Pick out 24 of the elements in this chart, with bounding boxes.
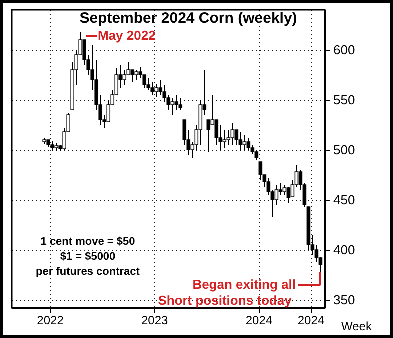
y-tick-label: 350 [334,292,356,308]
candlestick [122,70,127,86]
annotation: Short positions today [158,293,293,308]
y-tick-label: 500 [334,142,356,158]
x-tick-label: 2024 [246,314,273,328]
annotation: $1 = $5000 [60,251,116,263]
x-tick-label: 2022 [37,314,64,328]
candlestick [134,70,139,80]
annotation: May 2022 [98,28,156,43]
x-tick-label: 2023 [142,314,169,328]
annotation: 1 cent move = $50 [40,236,136,248]
y-tick-label: 600 [334,42,356,58]
y-tick-label: 550 [334,92,356,108]
annotation: per futures contract [36,266,140,278]
x-tick-label: 2024 [298,314,325,328]
annotation: Began exiting all [192,277,296,292]
candlestick [222,130,227,148]
y-tick-label: 400 [334,242,356,258]
chart-title: September 2024 Corn (weekly) [80,10,298,27]
candlestick [230,122,235,146]
x-axis-title: Week [342,320,373,334]
candlestick [130,70,135,82]
y-tick-label: 450 [334,192,356,208]
candlestick [282,184,287,196]
